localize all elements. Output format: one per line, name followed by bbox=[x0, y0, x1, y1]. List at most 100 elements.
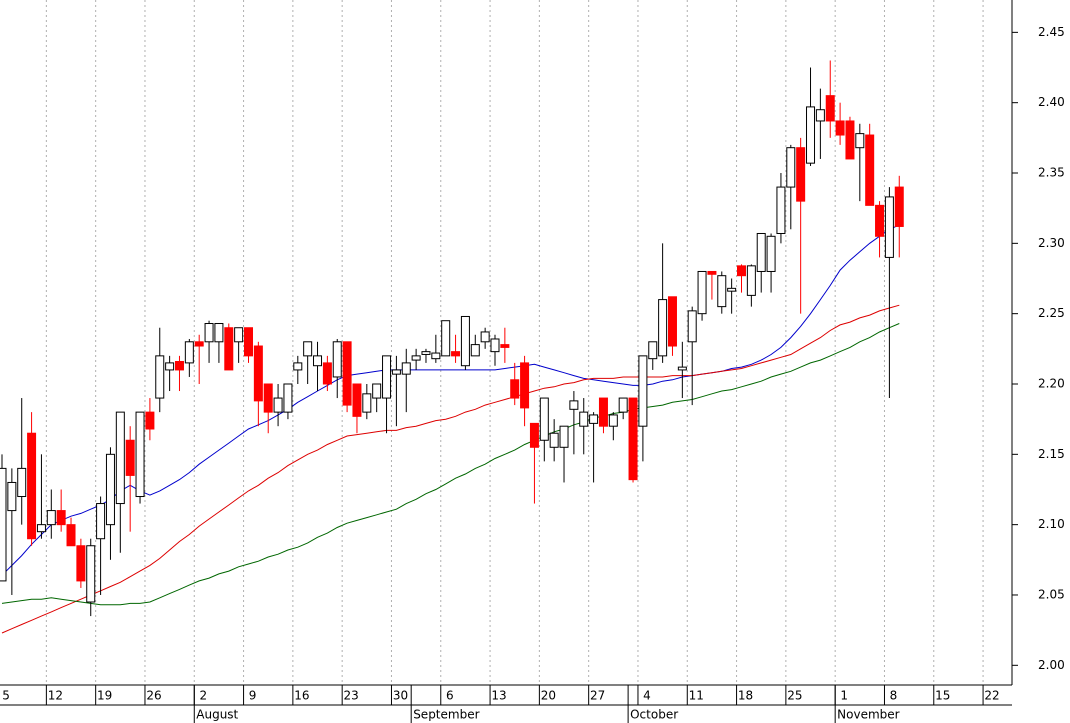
candle-body bbox=[875, 204, 885, 237]
candle-body bbox=[115, 411, 125, 505]
candle-body bbox=[460, 315, 470, 367]
candle-body bbox=[145, 411, 155, 430]
x-tick-label: 27 bbox=[590, 689, 605, 703]
candle-body bbox=[579, 411, 589, 427]
candle-body bbox=[638, 355, 648, 427]
candle-body bbox=[441, 320, 451, 357]
candle-body bbox=[174, 360, 184, 371]
candle-body bbox=[96, 503, 106, 540]
candle-body bbox=[529, 422, 539, 448]
candle-body bbox=[263, 383, 273, 413]
candle-body bbox=[549, 432, 559, 448]
candle-body bbox=[204, 323, 214, 343]
candle-body bbox=[36, 524, 46, 533]
candle-body bbox=[322, 362, 332, 385]
x-tick-label: 1 bbox=[840, 689, 848, 703]
candle-body bbox=[776, 186, 786, 234]
candle-body bbox=[66, 524, 76, 547]
candle-body bbox=[421, 351, 431, 355]
x-tick-label: 20 bbox=[541, 689, 556, 703]
y-tick-label: 2.45 bbox=[1038, 25, 1065, 39]
candle-body bbox=[194, 341, 204, 347]
candle-body bbox=[253, 345, 263, 402]
candle-body bbox=[214, 323, 224, 343]
candle-body bbox=[559, 425, 569, 448]
y-tick-label: 2.10 bbox=[1038, 517, 1065, 531]
x-tick-label: 15 bbox=[935, 689, 950, 703]
y-tick-label: 2.30 bbox=[1038, 236, 1065, 250]
x-tick-label: 5 bbox=[2, 689, 10, 703]
candle-body bbox=[224, 327, 234, 371]
y-tick-label: 2.40 bbox=[1038, 95, 1065, 109]
candle-body bbox=[391, 369, 401, 375]
month-label: September bbox=[413, 708, 479, 722]
moving-average bbox=[1, 224, 900, 576]
candle-body bbox=[352, 383, 362, 417]
y-tick-label: 2.20 bbox=[1038, 376, 1065, 390]
candle-body bbox=[697, 270, 707, 315]
candle-body bbox=[815, 109, 825, 122]
candle-body bbox=[608, 414, 618, 427]
candle-body bbox=[835, 120, 845, 136]
candle-body bbox=[382, 355, 392, 399]
x-tick-label: 18 bbox=[738, 689, 753, 703]
candle-body bbox=[411, 355, 421, 361]
candle-body bbox=[293, 362, 303, 371]
candle-body bbox=[27, 432, 37, 540]
candle-body bbox=[658, 299, 668, 357]
candle-body bbox=[894, 186, 904, 227]
candle-body bbox=[628, 397, 638, 481]
x-tick-label: 19 bbox=[97, 689, 112, 703]
x-tick-label: 13 bbox=[491, 689, 506, 703]
candle-body bbox=[677, 366, 687, 371]
candle-body bbox=[86, 545, 96, 603]
candle-body bbox=[332, 341, 342, 378]
x-tick-label: 25 bbox=[787, 689, 802, 703]
candle-body bbox=[539, 397, 549, 441]
candle-body bbox=[105, 453, 115, 526]
candle-body bbox=[362, 393, 372, 413]
candle-body bbox=[46, 510, 56, 526]
moving-average bbox=[1, 304, 900, 634]
x-tick-label: 11 bbox=[689, 689, 704, 703]
candle-body bbox=[470, 344, 480, 357]
candle-body bbox=[727, 287, 737, 292]
x-tick-label: 22 bbox=[984, 689, 999, 703]
x-tick-label: 30 bbox=[393, 689, 408, 703]
candle-body bbox=[401, 362, 411, 375]
y-tick-label: 2.15 bbox=[1038, 447, 1065, 461]
candle-body bbox=[865, 134, 875, 206]
candle-body bbox=[7, 481, 17, 512]
candle-body bbox=[76, 545, 86, 582]
candle-body bbox=[569, 400, 579, 410]
x-tick-label: 16 bbox=[294, 689, 309, 703]
candle-body bbox=[372, 383, 382, 399]
candle-body bbox=[746, 265, 756, 296]
candle-body bbox=[125, 439, 135, 476]
candle-body bbox=[17, 467, 27, 498]
x-tick-label: 9 bbox=[249, 689, 257, 703]
candle-body bbox=[884, 196, 894, 258]
x-tick-label: 2 bbox=[199, 689, 207, 703]
x-tick-label: 12 bbox=[48, 689, 63, 703]
candle-body bbox=[0, 467, 7, 582]
candle-body bbox=[342, 341, 352, 406]
candle-body bbox=[234, 327, 244, 343]
x-tick-label: 4 bbox=[643, 689, 651, 703]
candle-body bbox=[687, 310, 697, 343]
candle-body bbox=[56, 510, 66, 526]
y-tick-label: 2.35 bbox=[1038, 166, 1065, 180]
candle-body bbox=[184, 341, 194, 364]
candle-body bbox=[618, 397, 628, 413]
candle-body bbox=[717, 275, 727, 308]
candle-body bbox=[806, 106, 816, 164]
candle-body bbox=[273, 397, 283, 413]
candle-body bbox=[313, 355, 323, 367]
x-tick-label: 26 bbox=[146, 689, 161, 703]
month-label: August bbox=[196, 708, 238, 722]
candle-body bbox=[155, 355, 165, 399]
moving-average bbox=[1, 323, 900, 606]
candle-body bbox=[845, 120, 855, 160]
x-tick-label: 23 bbox=[344, 689, 359, 703]
